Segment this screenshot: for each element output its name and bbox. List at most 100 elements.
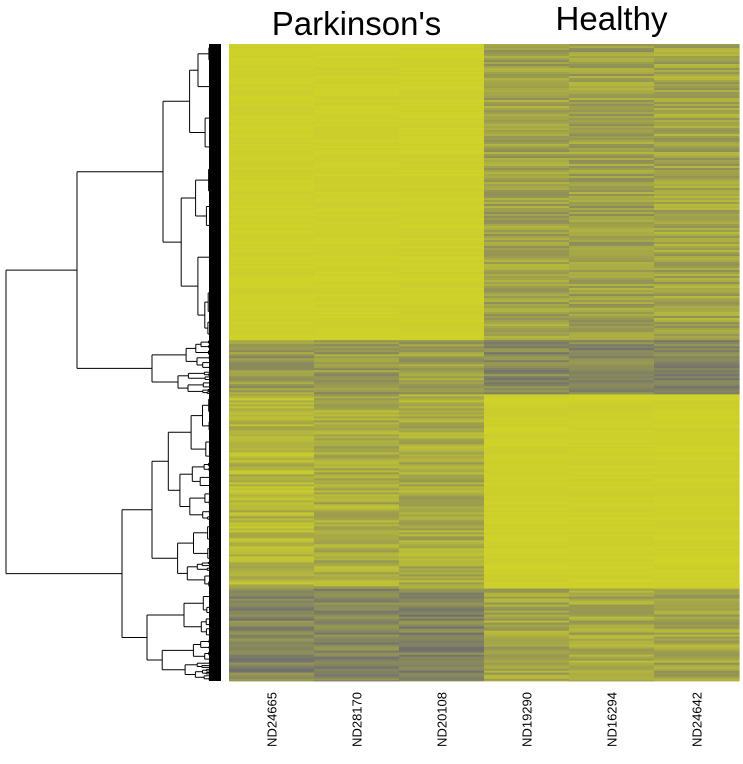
heatmap-cell — [569, 160, 655, 163]
heatmap-cell — [569, 118, 655, 121]
heatmap-cell — [229, 174, 315, 177]
heatmap-cell — [569, 604, 655, 608]
heatmap-cell — [484, 674, 570, 678]
heatmap-cell — [484, 642, 570, 646]
heatmap-cell — [399, 252, 485, 255]
heatmap-cell — [229, 148, 315, 151]
heatmap-cell — [399, 170, 485, 173]
heatmap-cell — [569, 164, 655, 167]
heatmap-cell — [569, 614, 655, 618]
heatmap-cell — [399, 388, 485, 391]
heatmap-cell — [569, 214, 655, 217]
heatmap-cell — [314, 586, 400, 589]
heatmap-cell — [569, 472, 655, 475]
heatmap-cell — [229, 176, 315, 179]
heatmap-cell — [484, 302, 570, 305]
heatmap-cell — [484, 412, 570, 415]
heatmap-cell — [654, 84, 740, 87]
heatmap-cell — [229, 230, 315, 233]
heatmap-cell — [229, 584, 315, 587]
heatmap-cell — [229, 140, 315, 143]
heatmap-cell — [399, 396, 485, 399]
heatmap-cell — [229, 324, 315, 327]
heatmap-cell — [484, 408, 570, 411]
heatmap-column-ND20108 — [399, 44, 485, 682]
heatmap-cell — [654, 584, 740, 587]
heatmap-cell — [654, 196, 740, 199]
heatmap-cell — [314, 200, 400, 203]
heatmap-cell — [484, 610, 570, 614]
heatmap-cell — [399, 548, 485, 551]
heatmap-cell — [654, 370, 740, 373]
heatmap-cell — [654, 66, 740, 69]
heatmap-cell — [314, 230, 400, 233]
heatmap-cell — [654, 428, 740, 431]
heatmap-cell — [314, 138, 400, 141]
heatmap-cell — [399, 118, 485, 121]
heatmap-cell — [229, 340, 315, 343]
heatmap-cell — [654, 180, 740, 183]
heatmap-cell — [484, 630, 570, 634]
heatmap-cell — [484, 364, 570, 367]
heatmap-cell — [569, 268, 655, 271]
heatmap-cell — [484, 474, 570, 477]
heatmap-cell — [654, 478, 740, 481]
heatmap-cell — [314, 564, 400, 567]
heatmap-cell — [654, 302, 740, 305]
heatmap-cell — [314, 498, 400, 501]
heatmap-cell — [314, 650, 400, 654]
heatmap-cell — [314, 436, 400, 439]
heatmap-cell — [484, 260, 570, 263]
heatmap-cell — [314, 524, 400, 527]
heatmap-cell — [484, 650, 570, 654]
heatmap-cell — [399, 398, 485, 401]
heatmap-cell — [484, 560, 570, 563]
heatmap-cell — [314, 408, 400, 411]
heatmap-cell — [484, 152, 570, 155]
heatmap-cell — [484, 136, 570, 139]
heatmap-cell — [654, 98, 740, 101]
heatmap-cell — [314, 326, 400, 329]
heatmap-cell — [399, 538, 485, 541]
heatmap-cell — [569, 104, 655, 107]
heatmap-cell — [399, 220, 485, 223]
heatmap-cell — [569, 304, 655, 307]
heatmap-cell — [314, 92, 400, 95]
heatmap-cell — [569, 564, 655, 567]
heatmap-cell — [569, 372, 655, 375]
heatmap-cell — [484, 332, 570, 335]
heatmap-cell — [654, 582, 740, 585]
heatmap-cell — [569, 496, 655, 499]
heatmap-cell — [654, 280, 740, 283]
heatmap-cell — [654, 160, 740, 163]
heatmap-cell — [569, 480, 655, 483]
heatmap-cell — [314, 480, 400, 483]
heatmap-cell — [569, 360, 655, 363]
heatmap-cell — [569, 68, 655, 71]
heatmap-cell — [654, 228, 740, 231]
heatmap-cell — [654, 388, 740, 391]
heatmap-cell — [569, 568, 655, 571]
heatmap-cell — [654, 250, 740, 253]
heatmap-cell — [569, 44, 655, 47]
heatmap-cell — [229, 380, 315, 383]
heatmap-cell — [484, 498, 570, 501]
heatmap-cell — [569, 102, 655, 105]
heatmap-cell — [399, 194, 485, 197]
heatmap-cell — [229, 536, 315, 539]
heatmap-cell — [484, 324, 570, 327]
heatmap-column-ND19290 — [484, 44, 570, 682]
heatmap-cell — [654, 266, 740, 269]
heatmap-cell — [229, 400, 315, 403]
heatmap-cell — [314, 350, 400, 353]
heatmap-cell — [314, 676, 400, 680]
heatmap-cell — [314, 136, 400, 139]
heatmap-cell — [654, 420, 740, 423]
heatmap-cell — [314, 532, 400, 535]
heatmap-cell — [314, 72, 400, 75]
heatmap-cell — [314, 430, 400, 433]
heatmap-cell — [484, 500, 570, 503]
heatmap-cell — [314, 158, 400, 161]
heatmap-cell — [229, 300, 315, 303]
heatmap-cell — [229, 520, 315, 523]
